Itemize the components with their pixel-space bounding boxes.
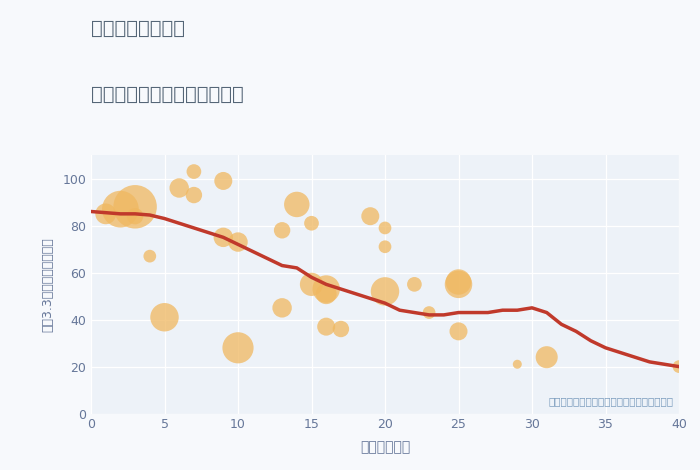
Point xyxy=(218,177,229,185)
Point xyxy=(379,288,391,295)
Point xyxy=(159,313,170,321)
Point xyxy=(100,210,111,218)
Point xyxy=(335,325,346,333)
Point xyxy=(188,168,199,175)
Text: 築年数別中古マンション価格: 築年数別中古マンション価格 xyxy=(91,85,244,103)
Point xyxy=(321,290,332,298)
Point xyxy=(379,224,391,232)
Point xyxy=(321,323,332,330)
Text: 三重県伊賀市勝地: 三重県伊賀市勝地 xyxy=(91,19,185,38)
Point xyxy=(453,278,464,286)
Point xyxy=(144,252,155,260)
Point xyxy=(512,360,523,368)
Point xyxy=(174,184,185,192)
Point xyxy=(130,203,141,211)
Point xyxy=(673,363,685,370)
Point xyxy=(306,219,317,227)
Point xyxy=(115,205,126,213)
Point xyxy=(424,309,435,316)
Point xyxy=(188,191,199,199)
X-axis label: 築年数（年）: 築年数（年） xyxy=(360,440,410,454)
Point xyxy=(276,304,288,312)
Point xyxy=(130,212,141,220)
Y-axis label: 坪（3.3㎡）単価（万円）: 坪（3.3㎡）単価（万円） xyxy=(41,237,54,332)
Point xyxy=(365,212,376,220)
Point xyxy=(409,281,420,288)
Point xyxy=(321,285,332,293)
Point xyxy=(276,227,288,234)
Point xyxy=(232,344,244,352)
Text: 円の大きさは、取引のあった物件面積を示す: 円の大きさは、取引のあった物件面積を示す xyxy=(548,396,673,406)
Point xyxy=(453,281,464,288)
Point xyxy=(291,201,302,208)
Point xyxy=(541,353,552,361)
Point xyxy=(218,234,229,241)
Point xyxy=(379,243,391,251)
Point xyxy=(232,238,244,246)
Point xyxy=(306,281,317,288)
Point xyxy=(453,328,464,335)
